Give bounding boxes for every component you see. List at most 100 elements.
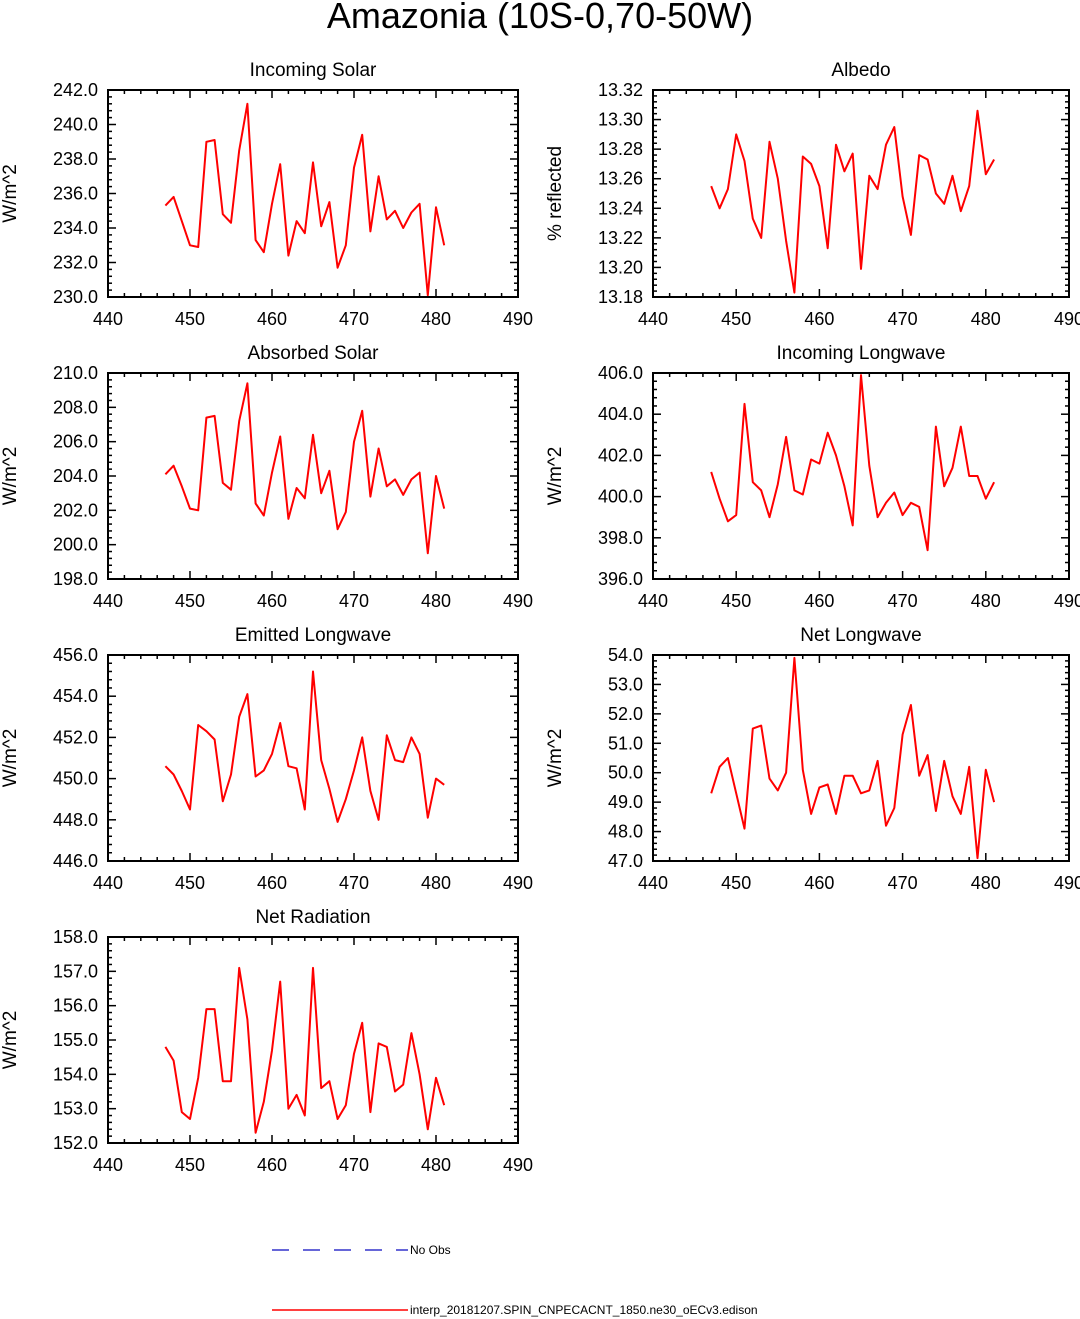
y-tick-label: 242.0 bbox=[53, 80, 98, 100]
panel-1: Incoming Solar W/m^2 440 450 460 470 480 490 230… bbox=[0, 60, 533, 329]
series-line bbox=[710, 374, 995, 552]
series-line bbox=[164, 382, 446, 555]
legend: No Obs interp_20181207.SPIN_CNPECACNT_18… bbox=[272, 1243, 758, 1317]
chart-title: Amazonia (10S-0,70-50W) bbox=[327, 0, 753, 36]
y-tick-label: 155.0 bbox=[53, 1030, 98, 1050]
y-tick-label: 402.0 bbox=[598, 445, 643, 465]
y-tick-label: 49.0 bbox=[608, 792, 643, 812]
y-tick-label: 396.0 bbox=[598, 569, 643, 589]
y-tick-label: 48.0 bbox=[608, 822, 643, 842]
x-tick-label: 480 bbox=[971, 591, 1001, 611]
plot-frame bbox=[107, 372, 519, 580]
x-tick-label: 480 bbox=[421, 309, 451, 329]
x-tick-label: 470 bbox=[888, 873, 918, 893]
x-tick-label: 490 bbox=[503, 309, 533, 329]
y-tick-label: 454.0 bbox=[53, 686, 98, 706]
y-tick-label: 238.0 bbox=[53, 149, 98, 169]
panels: Incoming Solar W/m^2 440 450 460 470 480 490 230… bbox=[0, 60, 1080, 1175]
y-tick-label: 154.0 bbox=[53, 1064, 98, 1084]
y-tick-label: 450.0 bbox=[53, 769, 98, 789]
y-axis-label: W/m^2 bbox=[545, 729, 566, 788]
y-tick-label: 208.0 bbox=[53, 397, 98, 417]
series-line bbox=[164, 966, 446, 1134]
legend-item-obs: No Obs bbox=[272, 1243, 451, 1257]
panel-5: Emitted Longwave W/m^2 440 450 460 470 480 490 4… bbox=[0, 625, 533, 893]
panel-title: Net Radiation bbox=[255, 907, 370, 928]
x-tick-label: 450 bbox=[721, 591, 751, 611]
x-tick-label: 450 bbox=[175, 591, 205, 611]
panel-title: Emitted Longwave bbox=[235, 625, 391, 646]
x-tick-label: 490 bbox=[503, 1155, 533, 1175]
panel-title: Albedo bbox=[831, 60, 890, 81]
y-tick-label: 47.0 bbox=[608, 851, 643, 871]
x-tick-label: 460 bbox=[257, 591, 287, 611]
y-tick-label: 50.0 bbox=[608, 763, 643, 783]
x-tick-label: 450 bbox=[175, 1155, 205, 1175]
y-axis-label: W/m^2 bbox=[0, 1011, 21, 1070]
y-tick-label: 406.0 bbox=[598, 363, 643, 383]
y-axis-label: W/m^2 bbox=[0, 447, 21, 506]
y-tick-label: 204.0 bbox=[53, 466, 98, 486]
plot-frame bbox=[652, 654, 1070, 862]
y-tick-label: 13.30 bbox=[598, 110, 643, 130]
y-tick-label: 53.0 bbox=[608, 674, 643, 694]
panel-4: Incoming Longwave W/m^2 440 450 460 470 480 490… bbox=[545, 343, 1080, 611]
x-tick-label: 480 bbox=[971, 873, 1001, 893]
panel-3: Absorbed Solar W/m^2 440 450 460 470 480 490 198… bbox=[0, 343, 533, 611]
x-tick-label: 460 bbox=[804, 591, 834, 611]
x-tick-label: 470 bbox=[339, 873, 369, 893]
series-line bbox=[710, 656, 996, 860]
y-tick-label: 456.0 bbox=[53, 645, 98, 665]
legend-item-model: interp_20181207.SPIN_CNPECACNT_1850.ne30… bbox=[272, 1303, 758, 1317]
y-tick-label: 234.0 bbox=[53, 218, 98, 238]
y-tick-label: 446.0 bbox=[53, 851, 98, 871]
y-tick-label: 236.0 bbox=[53, 184, 98, 204]
y-tick-label: 210.0 bbox=[53, 363, 98, 383]
x-tick-label: 460 bbox=[804, 873, 834, 893]
x-tick-label: 480 bbox=[421, 1155, 451, 1175]
x-tick-label: 450 bbox=[721, 873, 751, 893]
x-tick-label: 470 bbox=[888, 591, 918, 611]
legend-label-model: interp_20181207.SPIN_CNPECACNT_1850.ne30… bbox=[410, 1303, 758, 1317]
y-tick-label: 158.0 bbox=[53, 927, 98, 947]
y-tick-label: 52.0 bbox=[608, 704, 643, 724]
x-tick-label: 470 bbox=[339, 1155, 369, 1175]
x-tick-label: 470 bbox=[339, 309, 369, 329]
y-tick-label: 13.32 bbox=[598, 80, 643, 100]
panel-2: Albedo % reflected 440 450 460 470 480 490 13.18… bbox=[545, 60, 1080, 329]
x-tick-label: 450 bbox=[175, 309, 205, 329]
y-tick-label: 51.0 bbox=[608, 733, 643, 753]
y-tick-label: 400.0 bbox=[598, 487, 643, 507]
series-line bbox=[710, 109, 995, 294]
x-tick-label: 440 bbox=[93, 309, 123, 329]
x-tick-label: 470 bbox=[339, 591, 369, 611]
y-tick-label: 200.0 bbox=[53, 535, 98, 555]
y-tick-label: 13.24 bbox=[598, 198, 643, 218]
y-tick-label: 153.0 bbox=[53, 1099, 98, 1119]
x-tick-label: 460 bbox=[257, 309, 287, 329]
y-tick-label: 202.0 bbox=[53, 500, 98, 520]
series-line bbox=[164, 670, 445, 823]
y-axis-label: W/m^2 bbox=[0, 729, 21, 788]
y-tick-label: 232.0 bbox=[53, 253, 98, 273]
panel-title: Absorbed Solar bbox=[248, 343, 380, 364]
x-tick-label: 490 bbox=[1054, 309, 1080, 329]
x-tick-label: 480 bbox=[421, 591, 451, 611]
x-tick-label: 440 bbox=[638, 591, 668, 611]
y-tick-label: 240.0 bbox=[53, 115, 98, 135]
y-tick-label: 198.0 bbox=[53, 569, 98, 589]
x-tick-label: 490 bbox=[503, 591, 533, 611]
y-tick-label: 448.0 bbox=[53, 810, 98, 830]
x-tick-label: 440 bbox=[638, 309, 668, 329]
x-tick-label: 450 bbox=[175, 873, 205, 893]
x-tick-label: 440 bbox=[93, 591, 123, 611]
plot-frame bbox=[107, 936, 519, 1144]
y-tick-label: 157.0 bbox=[53, 961, 98, 981]
plot-frame bbox=[107, 89, 519, 298]
panel-title: Incoming Solar bbox=[250, 60, 377, 81]
x-tick-label: 480 bbox=[971, 309, 1001, 329]
plot-frame bbox=[107, 654, 519, 862]
y-axis-label: % reflected bbox=[545, 146, 566, 241]
x-tick-label: 480 bbox=[421, 873, 451, 893]
panel-6: Net Longwave W/m^2 440 450 460 470 480 490 47.0 4… bbox=[545, 625, 1080, 893]
